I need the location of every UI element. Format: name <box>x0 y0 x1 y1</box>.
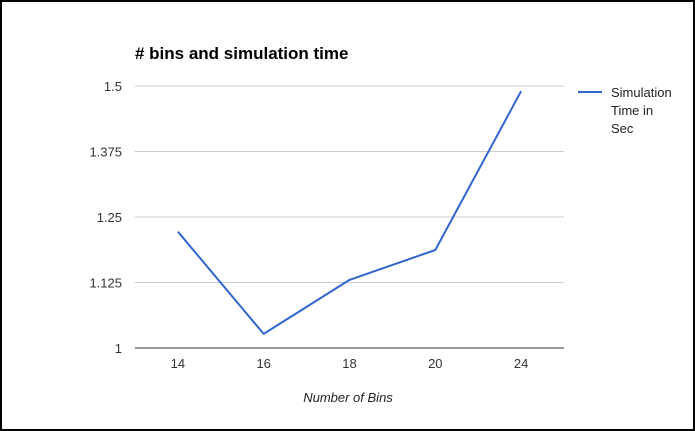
y-tick-label: 1.375 <box>89 145 122 160</box>
legend: Simulation Time in Sec <box>578 85 672 136</box>
x-tick-labels: 14 16 18 20 24 <box>171 356 529 371</box>
series-layer <box>177 90 522 335</box>
x-tick-label: 20 <box>428 356 442 371</box>
x-tick-label: 24 <box>514 356 528 371</box>
y-tick-label: 1.125 <box>89 276 122 291</box>
legend-label: Simulation Time in Sec <box>611 85 672 136</box>
x-tick-label: 18 <box>342 356 356 371</box>
x-axis-label: Number of Bins <box>303 390 393 405</box>
gridlines <box>135 85 564 349</box>
legend-label-line: Simulation <box>611 85 672 100</box>
y-tick-label: 1.5 <box>104 79 122 94</box>
y-tick-label: 1.25 <box>97 210 122 225</box>
y-tick-labels: 1 1.125 1.25 1.375 1.5 <box>89 79 122 356</box>
legend-label-line: Time in <box>611 103 653 118</box>
x-tick-label: 14 <box>171 356 185 371</box>
series-line <box>177 90 522 335</box>
legend-label-line: Sec <box>611 121 634 136</box>
chart-title: # bins and simulation time <box>135 44 348 63</box>
x-tick-label: 16 <box>256 356 270 371</box>
y-tick-label: 1 <box>115 341 122 356</box>
